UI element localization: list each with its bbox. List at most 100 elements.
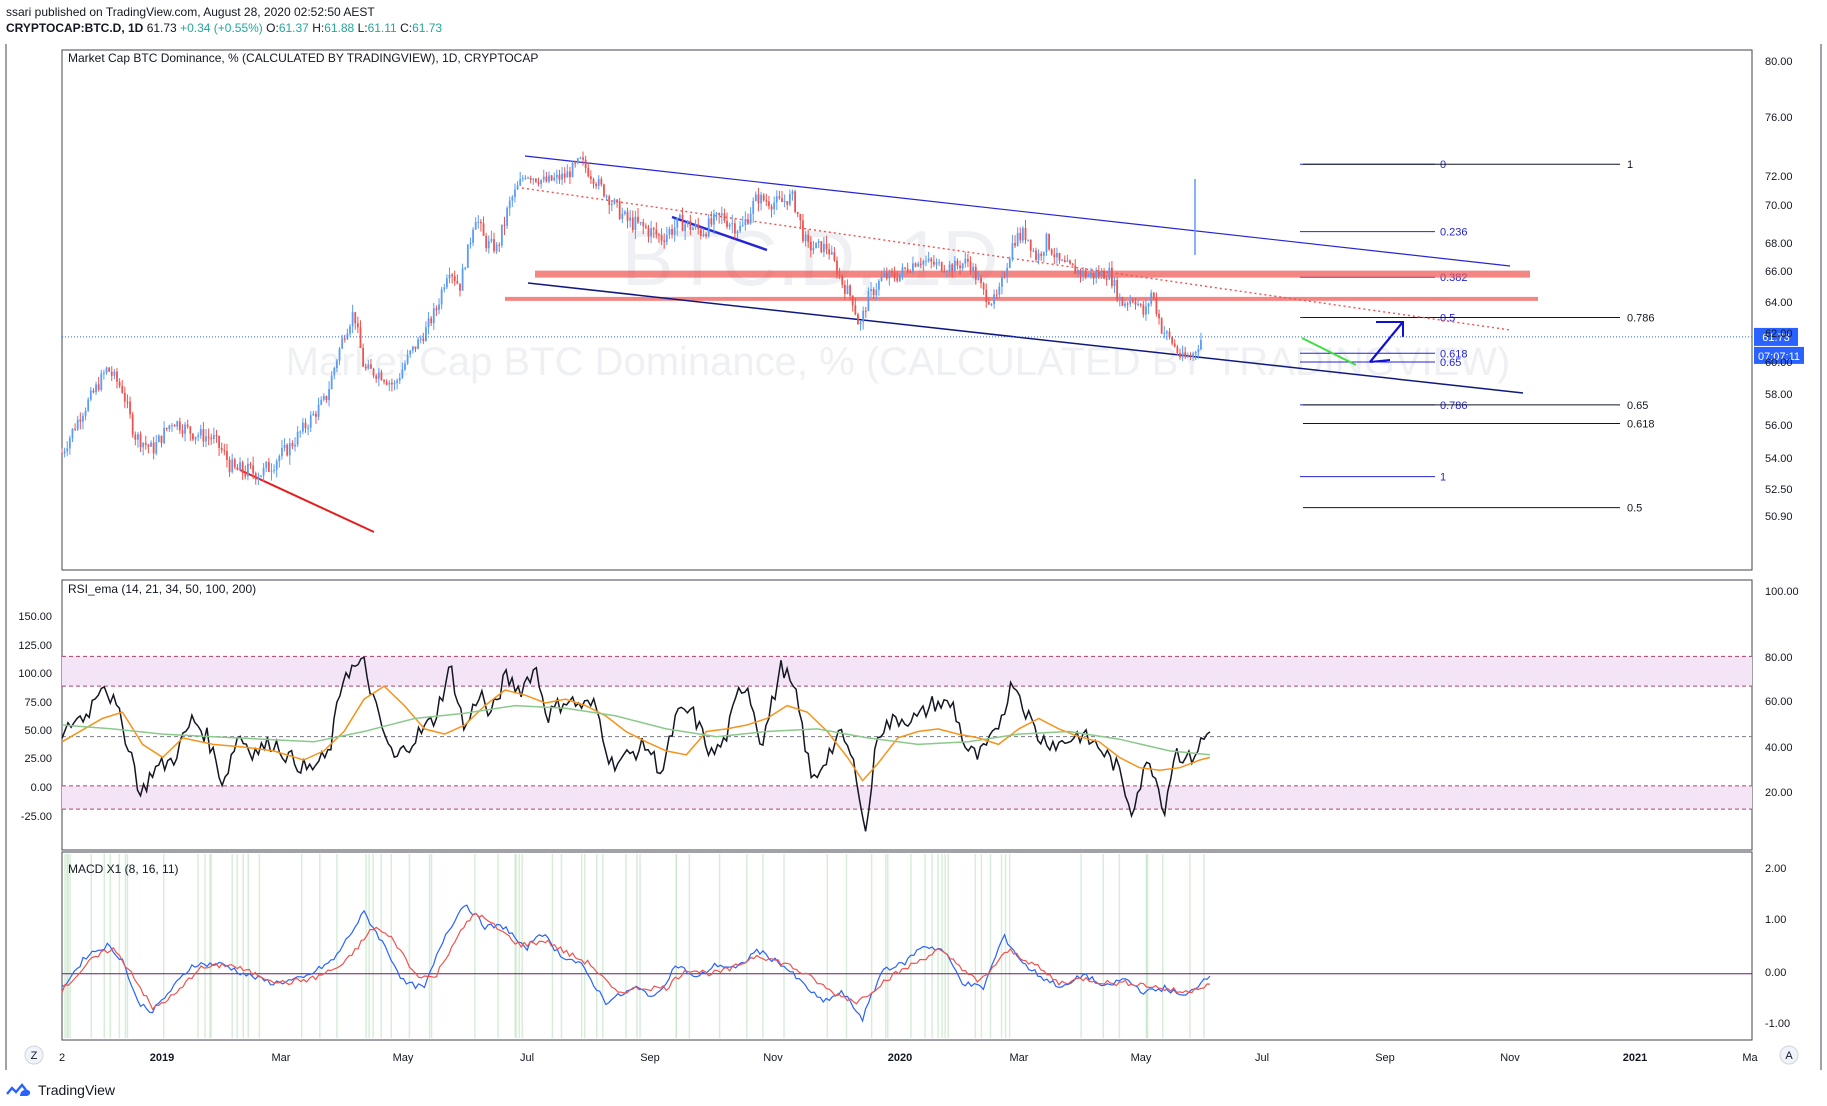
candle-body bbox=[218, 435, 220, 448]
candle-body bbox=[79, 419, 82, 422]
candle-body bbox=[385, 381, 388, 385]
candle-body bbox=[1184, 352, 1187, 357]
candle-body bbox=[595, 184, 598, 186]
candle-body bbox=[940, 262, 943, 272]
red-trend-segment bbox=[239, 469, 375, 533]
candle-body bbox=[768, 201, 770, 207]
candle-body bbox=[1008, 258, 1011, 268]
macd-pane-frame bbox=[61, 851, 1753, 1041]
candle-body bbox=[796, 211, 799, 215]
candle-body bbox=[980, 277, 982, 284]
low-value: 61.11 bbox=[367, 21, 397, 35]
candle-body bbox=[482, 223, 485, 236]
candle-body bbox=[807, 234, 810, 242]
candle-body bbox=[773, 202, 776, 210]
main-y-tick: 50.90 bbox=[1765, 511, 1793, 523]
candle-body bbox=[1050, 249, 1053, 255]
candle-body bbox=[634, 216, 637, 230]
candle-body bbox=[474, 221, 477, 230]
candle-body bbox=[799, 214, 802, 221]
rsi-left-tick: 125.00 bbox=[18, 640, 52, 652]
candle-body bbox=[92, 390, 95, 393]
candle-body bbox=[692, 227, 694, 230]
green-trend-segment bbox=[1301, 337, 1357, 366]
candle-body bbox=[998, 286, 1001, 295]
candle-body bbox=[226, 451, 228, 460]
candle-body bbox=[1147, 303, 1150, 307]
candle-body bbox=[1158, 313, 1160, 319]
candle-body bbox=[718, 213, 721, 216]
symbol-legend: CRYPTOCAP:BTC.D, 1D 61.73 +0.34 (+0.55%)… bbox=[6, 21, 442, 35]
axis-toggle-right[interactable]: A bbox=[1779, 1045, 1799, 1065]
x-tick: 2 bbox=[59, 1052, 65, 1064]
rsi-right-tick: 80.00 bbox=[1765, 652, 1793, 664]
candle-body bbox=[406, 354, 409, 364]
candle-body bbox=[377, 372, 380, 379]
x-tick: Mar bbox=[1010, 1052, 1029, 1064]
candle-body bbox=[346, 333, 349, 340]
pane-frames bbox=[5, 44, 1822, 1070]
candle-body bbox=[163, 427, 166, 443]
main-y-tick: 54.00 bbox=[1765, 453, 1793, 465]
candle-body bbox=[445, 278, 448, 288]
candle-body bbox=[299, 431, 302, 433]
candle-body bbox=[597, 179, 600, 186]
tradingview-brand[interactable]: TradingView bbox=[6, 1082, 115, 1098]
candle-body bbox=[592, 179, 595, 185]
candle-body bbox=[896, 277, 899, 281]
candle-body bbox=[938, 262, 941, 264]
candle-body bbox=[333, 367, 336, 376]
candle-body bbox=[506, 208, 509, 226]
candle-body bbox=[267, 462, 270, 472]
candle-body bbox=[686, 220, 689, 225]
candle-body bbox=[828, 249, 831, 255]
x-tick: Sep bbox=[640, 1052, 660, 1064]
candle-body bbox=[681, 215, 684, 231]
candle-body bbox=[951, 264, 954, 272]
candle-body bbox=[898, 274, 901, 281]
candle-body bbox=[328, 389, 330, 401]
candle-body bbox=[252, 465, 255, 474]
candle-body bbox=[343, 338, 346, 340]
candle-body bbox=[168, 425, 171, 430]
candle-body bbox=[671, 228, 673, 235]
candle-body bbox=[139, 434, 142, 448]
candle-body bbox=[362, 347, 364, 367]
candle-body bbox=[972, 266, 975, 272]
candle-body bbox=[676, 217, 679, 228]
axis-toggle-left[interactable]: Z bbox=[24, 1045, 44, 1065]
candle-body bbox=[398, 378, 401, 381]
candle-body bbox=[1032, 250, 1035, 252]
candle-body bbox=[270, 470, 273, 472]
main-y-tick: 68.00 bbox=[1765, 238, 1793, 250]
candle-body bbox=[883, 273, 886, 277]
candle-body bbox=[239, 462, 241, 471]
candle-body bbox=[375, 375, 378, 379]
candle-body bbox=[425, 327, 427, 342]
candle-body bbox=[553, 177, 556, 181]
main-y-tick: 60.00 bbox=[1765, 357, 1793, 369]
projection-arrow-head bbox=[1376, 321, 1404, 337]
fib-right-label: 1 bbox=[1627, 159, 1633, 171]
candle-body bbox=[171, 425, 173, 427]
candle-body bbox=[456, 280, 459, 284]
candle-body bbox=[1124, 303, 1126, 306]
candle-body bbox=[626, 211, 629, 221]
candle-body bbox=[1179, 353, 1181, 358]
candle-body bbox=[108, 367, 111, 372]
candle-body bbox=[1165, 331, 1168, 334]
candle-body bbox=[760, 194, 762, 204]
candle-body bbox=[1116, 279, 1119, 300]
macd-pane-title: MACD X1 (8, 16, 11) bbox=[68, 862, 178, 876]
candles bbox=[61, 151, 1202, 485]
candle-body bbox=[550, 175, 553, 181]
x-tick: Nov bbox=[1500, 1052, 1520, 1064]
candle-body bbox=[571, 162, 574, 178]
candle-body bbox=[155, 442, 158, 454]
candle-body bbox=[68, 437, 71, 449]
rsi-right-tick: 100.00 bbox=[1765, 586, 1799, 598]
rsi-series-ema-fast bbox=[61, 685, 1211, 782]
candle-body bbox=[186, 424, 189, 427]
x-tick: Jul bbox=[520, 1052, 534, 1064]
